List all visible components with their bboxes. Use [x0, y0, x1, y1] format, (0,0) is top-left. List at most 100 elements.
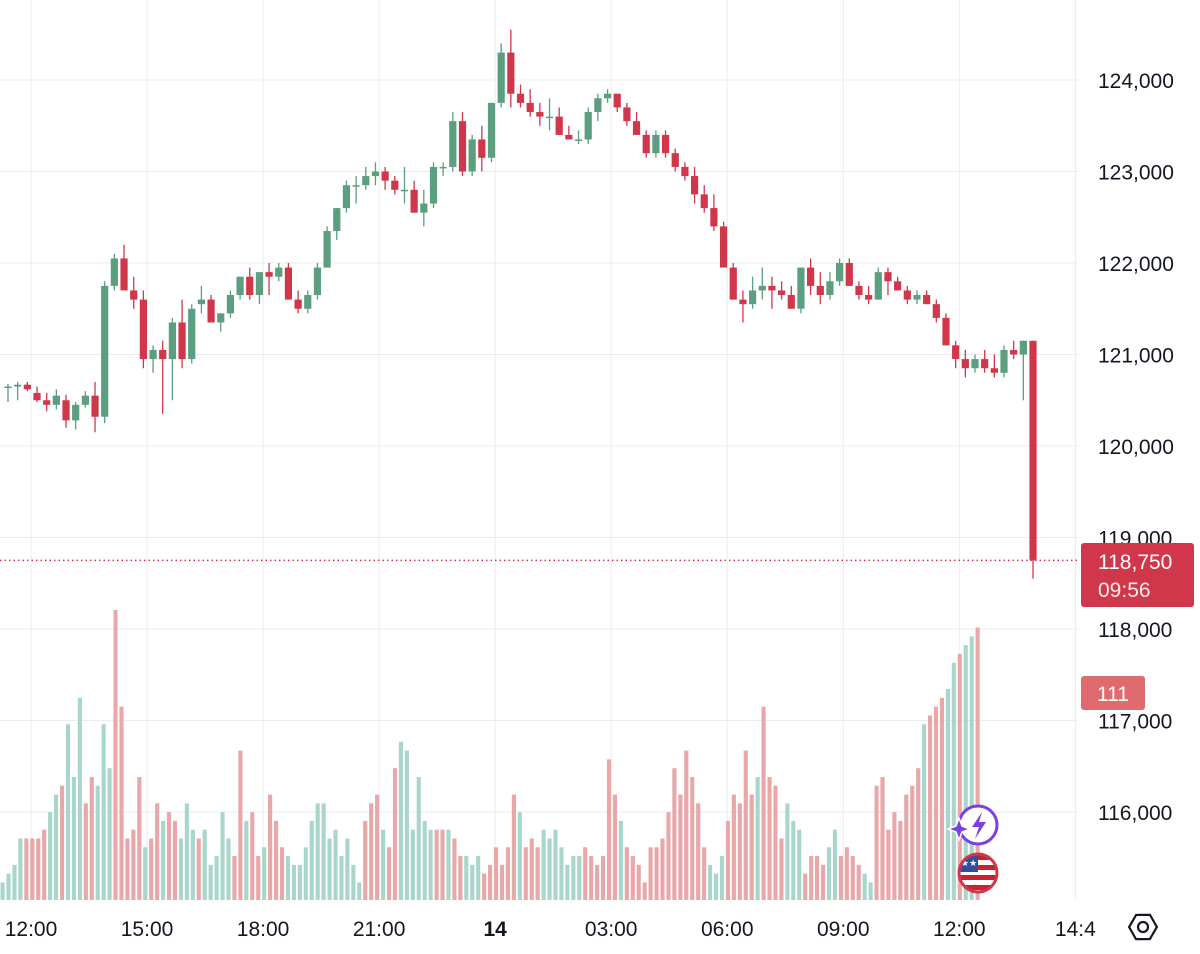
volume-bar: [250, 812, 255, 900]
volume-bar: [886, 829, 891, 900]
candle: [613, 93, 621, 113]
time-tick-label: 09:00: [817, 918, 870, 941]
candle-body: [671, 153, 679, 167]
volume-bar: [702, 847, 707, 900]
candle-body: [807, 267, 815, 286]
volume-bar: [785, 803, 790, 900]
candle: [130, 276, 138, 309]
volume-bar: [327, 838, 332, 900]
candle-body: [159, 349, 167, 360]
candle: [72, 402, 80, 430]
volume-bar: [606, 759, 612, 900]
volume-bar: [892, 812, 897, 900]
candle: [574, 130, 583, 145]
candle-body: [642, 134, 650, 154]
volume-bar: [684, 750, 689, 900]
volume-bar: [690, 776, 695, 900]
time-tick-label: 12:00: [5, 918, 58, 941]
candle-body: [545, 116, 554, 119]
volume-bar: [696, 803, 701, 900]
candle-body: [52, 395, 60, 405]
price-tick-label: 116,000: [1098, 802, 1172, 825]
volume-bar: [612, 794, 618, 900]
candle: [139, 290, 147, 369]
candle: [362, 166, 370, 190]
time-tick-label: 14: [483, 918, 507, 941]
volume-bar: [95, 785, 100, 900]
candle-body: [468, 139, 476, 172]
time-tick-label: 14:4: [1055, 918, 1096, 941]
volume-bar: [624, 847, 629, 900]
candle-body: [197, 299, 205, 305]
volume-bar: [862, 873, 867, 900]
candle-body: [304, 295, 312, 309]
us-flag-icon[interactable]: ★★: [957, 852, 999, 894]
volume-bar: [517, 812, 522, 900]
candle: [913, 290, 921, 305]
candle: [410, 180, 418, 213]
candle-body: [768, 285, 776, 291]
volume-bar: [309, 820, 314, 900]
candle: [4, 383, 12, 403]
candle: [342, 180, 351, 213]
candle-body: [613, 93, 621, 108]
candle-body: [333, 208, 341, 231]
candle-body: [313, 267, 322, 296]
volume-bar: [553, 829, 558, 900]
candle-body: [536, 112, 544, 117]
candle: [768, 276, 776, 309]
volume-bar: [458, 856, 463, 900]
candle: [101, 281, 109, 424]
volume-bar: [922, 724, 927, 900]
volume-bar: [357, 882, 362, 900]
settings-hexagon-icon[interactable]: [1124, 908, 1162, 946]
time-axis[interactable]: 12:00 15:00 18:00 21:00 14 03:00 06:00 09:00 12:…: [5, 918, 1096, 941]
candle: [246, 267, 254, 300]
candle-body: [226, 295, 235, 314]
candle: [487, 102, 496, 163]
candle-body: [294, 299, 302, 309]
candle-body: [1029, 340, 1037, 561]
candle: [81, 391, 89, 408]
candle: [971, 354, 979, 373]
volume-bar: [149, 838, 154, 900]
candle-body: [381, 171, 389, 181]
volume-bar: [815, 856, 820, 900]
candle: [952, 340, 960, 369]
candle-body: [681, 166, 689, 177]
candle-body: [990, 368, 998, 373]
candle: [961, 349, 969, 378]
volume-bar: [904, 794, 909, 900]
candle-body: [91, 395, 99, 417]
candle-body: [43, 400, 51, 405]
volume-bar: [660, 838, 665, 900]
candle: [758, 267, 766, 300]
time-tick-label: 03:00: [585, 918, 638, 941]
candle: [981, 349, 989, 373]
candle: [729, 263, 737, 300]
volume-bar: [803, 873, 808, 900]
candle-body: [584, 112, 592, 140]
candle-body: [690, 176, 699, 195]
volume-bar: [642, 882, 647, 900]
price-tick-label: 117,000: [1098, 711, 1172, 734]
volume-bar: [725, 820, 730, 900]
candle-body: [826, 281, 834, 296]
candle-body: [1010, 349, 1018, 355]
candle-body: [594, 98, 602, 113]
volume-bar: [654, 847, 659, 900]
candle-body: [284, 267, 293, 300]
volume-bar: [184, 803, 189, 900]
price-tick-label: 122,000: [1098, 253, 1174, 276]
price-axis[interactable]: 124,000123,000122,000121,000120,000119,0…: [1098, 70, 1174, 825]
candle: [748, 276, 757, 309]
lightning-sparkle-icon[interactable]: [945, 804, 999, 846]
candle-body: [787, 295, 795, 309]
volume-bar: [369, 803, 374, 900]
candle: [497, 43, 505, 108]
volume-bar: [797, 829, 802, 900]
candle-body: [884, 272, 892, 282]
candle-body: [836, 263, 844, 282]
candle: [352, 176, 360, 204]
